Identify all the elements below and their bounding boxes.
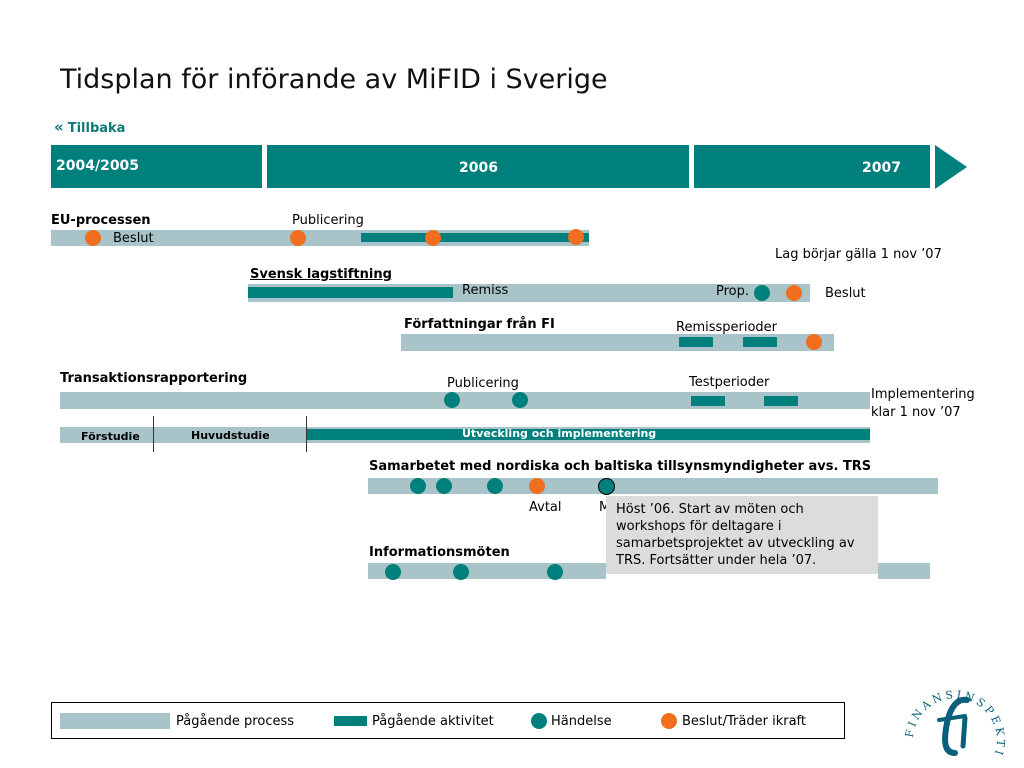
legend-decision-swatch xyxy=(661,713,677,729)
forfattningar-activity-bar xyxy=(679,337,713,347)
svensk-decision-marker xyxy=(786,285,802,301)
eu-process-heading: EU-processen xyxy=(51,213,151,228)
year-label-2006: 2006 xyxy=(459,160,498,176)
transaktion-publicering-label: Publicering xyxy=(447,376,519,391)
transaktion-impl-label-line1: Implementering xyxy=(871,387,975,402)
transaktion-testperioder-label: Testperioder xyxy=(689,375,770,390)
callout-box: Höst ’06. Start av möten och workshops f… xyxy=(606,496,878,574)
eu-activity-bar xyxy=(361,233,589,242)
forfattningar-process-bar xyxy=(401,334,834,351)
svensk-event-marker xyxy=(754,285,770,301)
transaktion-heading: Transaktionsrapportering xyxy=(60,371,248,386)
lag-label: Lag börjar gälla 1 nov ’07 xyxy=(775,247,942,262)
info-process-bar xyxy=(878,563,930,579)
timeline-arrow-icon xyxy=(935,145,967,189)
legend-event-label: Händelse xyxy=(551,714,612,729)
forfattningar-decision-marker xyxy=(806,334,822,350)
legend-event-swatch xyxy=(531,713,547,729)
phase-divider xyxy=(306,416,307,452)
samarbete-event-marker xyxy=(410,478,426,494)
eu-decision-marker xyxy=(290,230,306,246)
samarbete-process-bar xyxy=(368,478,938,494)
year-bar-2006: 2006 xyxy=(267,145,689,188)
finansinspektionen-logo: FINANSINSPEKTIONEN xyxy=(885,658,1004,759)
svensk-remiss-label: Remiss xyxy=(462,283,509,298)
eu-decision-marker xyxy=(568,229,584,245)
transaktion-activity-bar xyxy=(691,396,725,406)
transaktion-impl-label-line2: klar 1 nov ’07 xyxy=(871,405,961,420)
forfattningar-remissperioder-label: Remissperioder xyxy=(676,320,778,335)
samarbete-meeting-marker[interactable] xyxy=(598,478,615,495)
year-label-2004-2005: 2004/2005 xyxy=(56,158,140,174)
page-title: Tidsplan för införande av MiFID i Sverig… xyxy=(60,64,608,95)
forfattningar-activity-bar xyxy=(743,337,777,347)
transaktion-event-marker xyxy=(444,392,460,408)
year-bar-2007: 2007 xyxy=(694,145,930,188)
transaktion-activity-bar xyxy=(764,396,798,406)
samarbete-event-marker xyxy=(436,478,452,494)
huvudstudie-label: Huvudstudie xyxy=(191,429,270,442)
forfattningar-heading: Författningar från FI xyxy=(404,317,555,332)
svensk-prop-label: Prop. xyxy=(716,284,750,299)
year-bar-2004-2005: 2004/2005 xyxy=(51,145,262,188)
info-heading: Informationsmöten xyxy=(369,545,510,560)
svensk-lagstiftning-heading: Svensk lagstiftning xyxy=(250,267,392,282)
legend-process-swatch xyxy=(60,713,170,729)
info-process-bar xyxy=(368,563,606,579)
info-event-marker xyxy=(385,564,401,580)
samarbete-heading: Samarbetet med nordiska och baltiska til… xyxy=(369,459,872,474)
svensk-activity-bar xyxy=(248,287,453,298)
legend-process-label: Pågående process xyxy=(176,714,295,729)
transaktion-process-bar xyxy=(60,392,870,409)
info-event-marker xyxy=(547,564,563,580)
legend: Pågående process Pågående aktivitet Händ… xyxy=(51,702,845,739)
back-link[interactable]: «Tillbaka xyxy=(54,118,125,136)
back-link-label: Tillbaka xyxy=(67,121,126,136)
phase-divider xyxy=(153,416,154,452)
samarbete-decision-marker xyxy=(529,478,545,494)
utveckling-label: Utveckling och implementering xyxy=(462,427,657,440)
svensk-beslut-label: Beslut xyxy=(825,286,866,301)
eu-publicering-label: Publicering xyxy=(292,213,364,228)
transaktion-event-marker xyxy=(512,392,528,408)
samarbete-m-label: M xyxy=(599,500,611,515)
legend-decision-label: Beslut/Träder ikraft xyxy=(682,714,806,729)
utveckling-activity-bar xyxy=(307,429,870,440)
legend-activity-swatch xyxy=(334,716,367,726)
eu-beslut-label: Beslut xyxy=(113,231,154,246)
year-label-2007: 2007 xyxy=(862,160,901,176)
samarbete-event-marker xyxy=(487,478,503,494)
double-chevron-left-icon: « xyxy=(54,118,64,136)
eu-decision-marker xyxy=(425,230,441,246)
info-event-marker xyxy=(453,564,469,580)
forstudie-label: Förstudie xyxy=(81,430,140,443)
eu-decision-marker xyxy=(85,230,101,246)
samarbete-avtal-label: Avtal xyxy=(529,500,562,515)
legend-activity-label: Pågående aktivitet xyxy=(372,714,494,729)
